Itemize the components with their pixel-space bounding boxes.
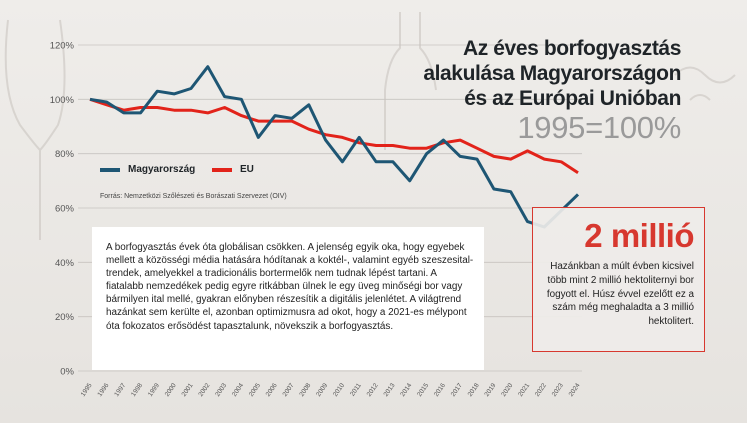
bottle-decor (384, 12, 437, 150)
series-line-eu (89, 97, 579, 174)
legend-item-magyarorszag: Magyarország (100, 164, 195, 175)
x-tick-label: 2001 (181, 382, 195, 398)
subtitle: 1995=100% (517, 110, 681, 145)
x-tick-label: 2011 (349, 382, 363, 398)
x-tick-label: 2010 (332, 382, 346, 398)
x-tick-label: 2023 (551, 382, 565, 398)
x-tick-label: 2017 (450, 382, 464, 398)
legend-swatch-magyarorszag (100, 167, 120, 172)
y-tick-label: 80% (55, 149, 75, 160)
x-tick-label: 2007 (282, 382, 296, 398)
x-tick-label: 2020 (500, 382, 514, 398)
x-tick-label: 2003 (214, 382, 228, 398)
x-tick-label: 2009 (315, 382, 329, 398)
x-tick-label: 2013 (383, 382, 397, 398)
grapes-decor (674, 66, 736, 101)
x-tick-label: 2022 (534, 382, 548, 398)
x-tick-label: 2012 (366, 382, 380, 398)
background-decor (4, 12, 736, 240)
legend-label-magyarorszag: Magyarország (128, 164, 196, 175)
callout-headline: 2 millió (584, 217, 694, 254)
x-tick-label: 2000 (164, 382, 178, 398)
x-tick-label: 2019 (483, 382, 497, 398)
article-text-box: A borfogyasztás évek óta globálisan csök… (92, 227, 484, 370)
y-tick-label: 20% (55, 312, 75, 323)
x-tick-label: 1996 (96, 382, 110, 398)
y-tick-label: 120% (50, 41, 75, 52)
title-line-3: és az Európai Unióban (464, 87, 681, 110)
x-tick-label: 2004 (231, 382, 245, 398)
title-block: Az éves borfogyasztás alakulása Magyaror… (423, 36, 681, 145)
title-line-1: Az éves borfogyasztás (462, 37, 681, 60)
x-tick-label: 1998 (130, 382, 144, 398)
y-axis-ticks: 0% 20% 40% 60% 80% 100% 120% (50, 41, 75, 378)
series-lines (89, 65, 580, 229)
x-tick-label: 2002 (197, 382, 211, 398)
x-tick-label: 1995 (80, 382, 94, 398)
callout-box: 2 millió Hazánkban a múlt évben kicsivel… (532, 207, 705, 352)
legend-label-eu: EU (240, 164, 254, 175)
series-line-magyarorszag (89, 65, 580, 229)
legend-swatch-eu (212, 167, 232, 172)
legend-item-eu: EU (212, 164, 254, 175)
x-tick-label: 1997 (113, 382, 127, 398)
x-axis-ticks: 1995 1996 1997 1998 1999 2000 2001 2002 2003 2004… (80, 382, 582, 398)
y-tick-label: 0% (60, 367, 74, 378)
x-tick-label: 2018 (467, 382, 481, 398)
x-tick-label: 2021 (517, 382, 531, 398)
x-tick-label: 2016 (433, 382, 447, 398)
callout-text: Hazánkban a múlt évben kicsivel több min… (546, 261, 694, 328)
x-tick-label: 2014 (399, 382, 413, 398)
y-tick-label: 40% (55, 258, 75, 269)
x-tick-label: 2024 (568, 382, 582, 398)
y-tick-label: 60% (55, 204, 75, 215)
x-tick-label: 2015 (416, 382, 430, 398)
y-tick-label: 100% (50, 95, 75, 106)
x-tick-label: 2006 (265, 382, 279, 398)
title-line-2: alakulása Magyarországon (423, 62, 681, 85)
source-note: Forrás: Nemzetközi Szőlészeti és Borásza… (100, 193, 287, 200)
x-tick-label: 1999 (147, 382, 161, 398)
x-tick-label: 2008 (298, 382, 312, 398)
wine-glass-decor (4, 19, 66, 240)
x-tick-label: 2005 (248, 382, 262, 398)
